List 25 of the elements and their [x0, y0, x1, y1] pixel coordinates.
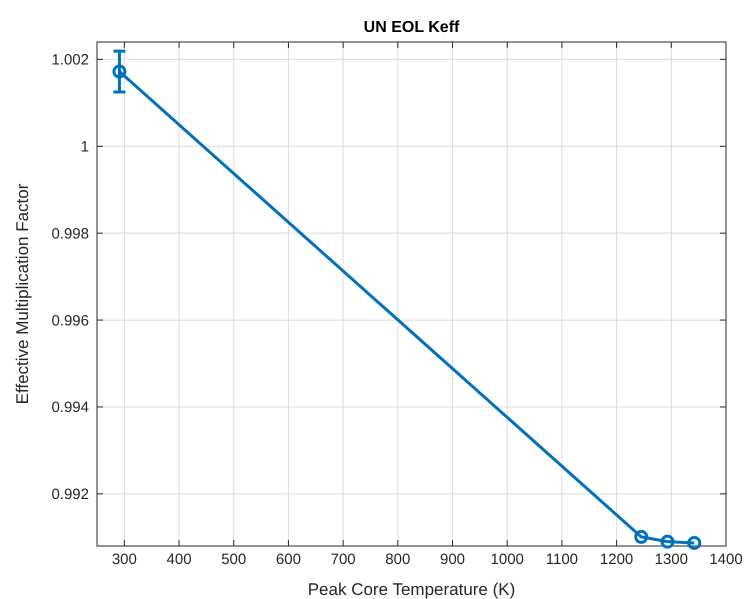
- y-tick-label: 0.996: [51, 312, 89, 330]
- x-tick-label: 300: [112, 551, 137, 568]
- x-axis-title: Peak Core Temperature (K): [308, 580, 516, 599]
- y-tick-label: 0.998: [51, 225, 89, 242]
- y-tick-label: 0.992: [51, 486, 89, 504]
- point: [660, 534, 674, 549]
- point: [634, 530, 648, 544]
- x-tick-label: 800: [385, 551, 410, 568]
- x-tick-label: 600: [276, 551, 301, 568]
- chart-title: UN EOL Keff: [364, 19, 460, 36]
- y-axis-title: Effective Multiplication Factor: [13, 183, 32, 404]
- x-tick-label: 700: [330, 551, 356, 568]
- x-tick-label: 400: [166, 551, 192, 568]
- x-tick-label: 1400: [709, 551, 743, 568]
- y-tick-label: 0.994: [51, 399, 89, 416]
- y-tick-label: 1.002: [51, 52, 89, 69]
- x-tick-label: 900: [440, 551, 466, 568]
- point: [112, 64, 126, 79]
- y-tick-label: 1: [80, 138, 89, 156]
- x-tick-label: 1200: [600, 551, 634, 568]
- point: [687, 536, 702, 550]
- x-tick-label: 1000: [490, 551, 524, 568]
- x-tick-label: 1300: [654, 551, 688, 568]
- x-tick-label: 500: [221, 551, 246, 568]
- x-tick-label: 1100: [546, 551, 578, 568]
